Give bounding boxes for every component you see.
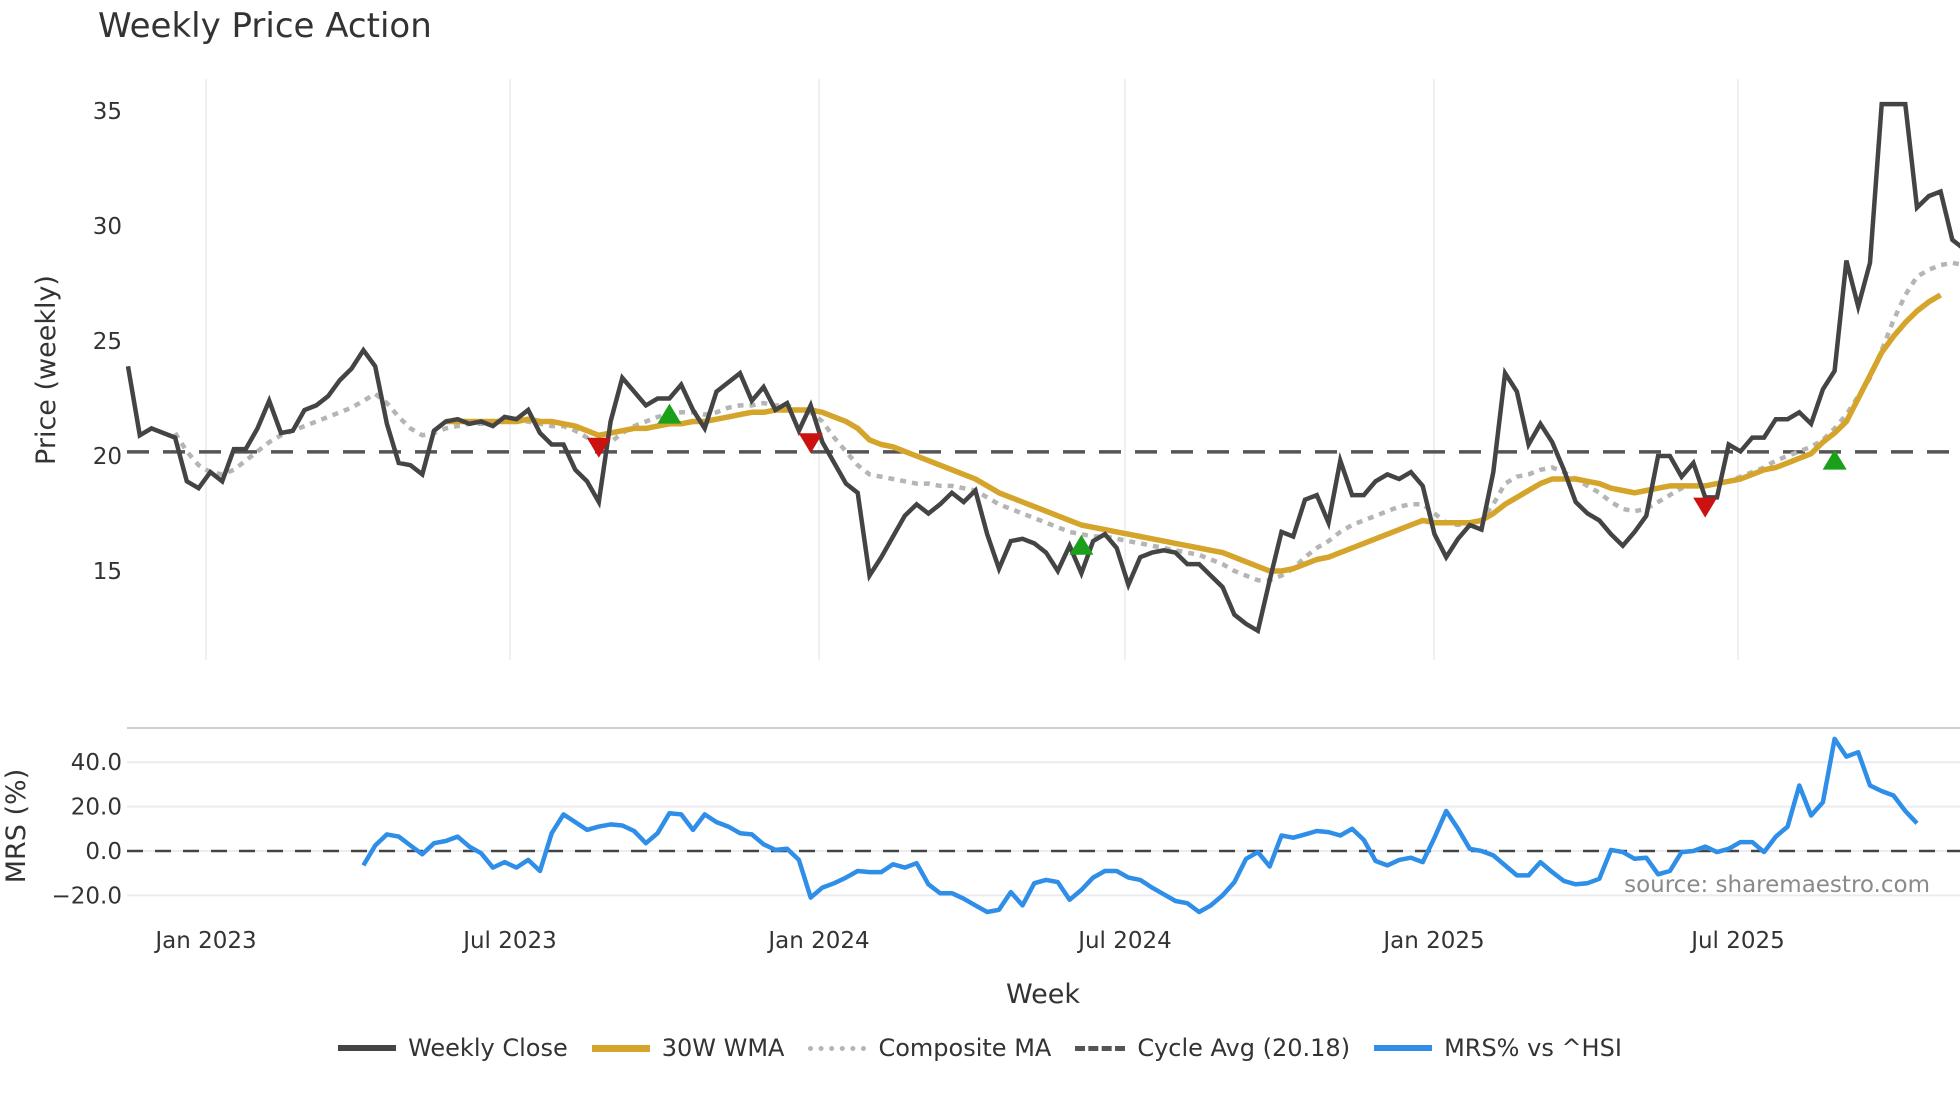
- price-tick-label: 25: [93, 329, 122, 355]
- legend-item-weekly-close[interactable]: Weekly Close: [338, 1034, 568, 1062]
- weekly-close-swatch-icon: [338, 1045, 397, 1051]
- legend-item-wma[interactable]: 30W WMA: [591, 1034, 785, 1062]
- sell-triangle-icon: [798, 433, 823, 454]
- wma-30w-line: [445, 292, 1942, 574]
- mrs-y-axis: 40.0 20.0 0.0 −20.0: [52, 750, 122, 909]
- mrs-axis-label: MRS (%): [1, 769, 32, 884]
- mrs-line: [361, 736, 1919, 915]
- x-axis-label: Week: [1006, 979, 1080, 1010]
- legend-label: Weekly Close: [408, 1034, 568, 1062]
- x-tick-label: Jan 2024: [766, 928, 869, 954]
- composite-ma-swatch-icon: [808, 1045, 867, 1051]
- buy-triangle-icon: [1069, 534, 1094, 555]
- x-axis: Jan 2023 Jul 2023 Jan 2024 Jul 2024 Jan 2025…: [153, 928, 1784, 954]
- legend-label: Cycle Avg (20.18): [1137, 1034, 1351, 1062]
- cycle-avg-swatch-icon: [1075, 1045, 1126, 1051]
- wma-swatch-icon: [591, 1044, 650, 1052]
- signal-markers: [586, 403, 1847, 555]
- legend: Weekly Close 30W WMA Composite MA Cycle …: [0, 1034, 1960, 1062]
- legend-item-composite-ma[interactable]: Composite MA: [808, 1034, 1051, 1062]
- price-axis-label: Price (weekly): [31, 275, 62, 465]
- x-tick-label: Jul 2024: [1076, 928, 1172, 954]
- mrs-tick-label: 0.0: [85, 839, 122, 865]
- mrs-tick-label: 20.0: [71, 795, 122, 821]
- mrs-tick-label: 40.0: [71, 750, 122, 776]
- sell-triangle-icon: [1693, 497, 1718, 518]
- price-tick-label: 20: [93, 444, 122, 470]
- legend-item-mrs[interactable]: MRS% vs ^HSI: [1374, 1034, 1622, 1062]
- watermark: source: sharemaestro.com: [1624, 872, 1930, 898]
- x-tick-label: Jan 2023: [153, 928, 256, 954]
- x-tick-label: Jan 2025: [1381, 928, 1484, 954]
- sell-triangle-icon: [586, 437, 611, 458]
- x-tick-label: Jul 2025: [1689, 928, 1785, 954]
- mrs-tick-label: −20.0: [52, 883, 122, 909]
- price-tick-label: 15: [93, 559, 122, 585]
- buy-triangle-icon: [1822, 449, 1847, 470]
- weekly-close-line: [125, 101, 1960, 635]
- x-tick-label: Jul 2023: [461, 928, 557, 954]
- price-tick-label: 30: [93, 214, 122, 240]
- legend-label: MRS% vs ^HSI: [1444, 1034, 1622, 1062]
- price-tick-label: 35: [93, 99, 122, 125]
- chart-title: Weekly Price Action: [98, 6, 432, 46]
- legend-label: 30W WMA: [661, 1034, 785, 1062]
- legend-label: Composite MA: [878, 1034, 1052, 1062]
- legend-item-cycle-avg[interactable]: Cycle Avg (20.18): [1075, 1034, 1350, 1062]
- price-y-axis: 35 30 25 20 15: [93, 99, 122, 585]
- buy-triangle-icon: [657, 403, 682, 424]
- mrs-swatch-icon: [1374, 1045, 1433, 1051]
